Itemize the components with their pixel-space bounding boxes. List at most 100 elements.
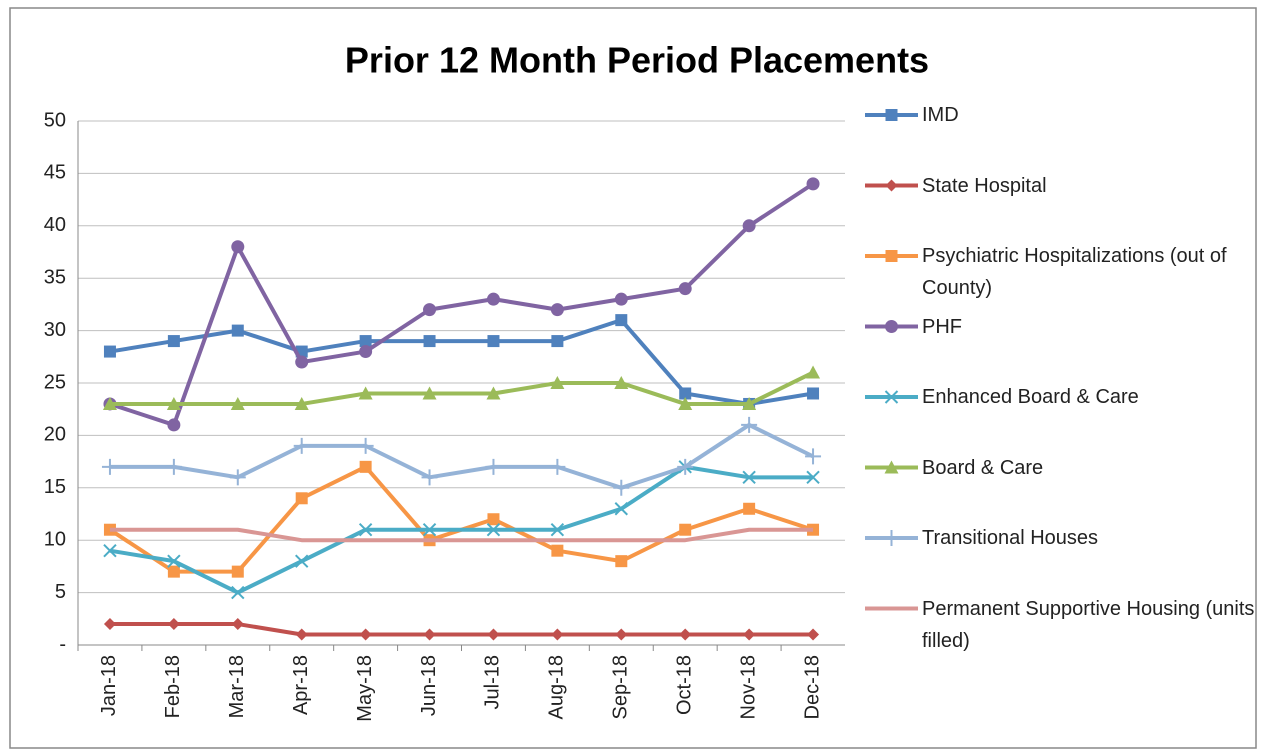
x-tick-label: Jul-18 [482,655,504,709]
data-point [231,565,244,578]
data-point [359,628,372,641]
data-point [487,628,500,641]
data-point [807,387,820,400]
data-point [165,458,182,475]
data-point [741,416,758,433]
data-point [359,345,373,359]
data-point [550,376,565,389]
series-line [109,622,814,637]
data-point [615,555,628,568]
data-point [423,628,436,641]
data-point [166,396,181,410]
data-point [614,502,628,516]
data-point [167,335,180,348]
data-point [422,523,437,537]
data-point [742,470,756,485]
data-point [550,303,564,317]
data-point [679,628,692,641]
data-point [101,458,118,475]
data-point [615,628,628,641]
data-point [167,618,180,631]
data-point [615,314,628,327]
data-point [295,554,309,568]
data-point [551,335,564,348]
data-point [359,460,372,473]
series-line [109,464,814,595]
x-tick-label: Feb-18 [162,655,184,718]
series-line [109,182,815,427]
legend-marker [885,320,898,333]
data-point [551,544,564,557]
y-tick-label: - [59,633,66,655]
legend-label: Enhanced Board & Care [922,386,1139,408]
data-point [358,386,373,400]
data-point [613,479,630,496]
data-point [743,628,756,641]
series-line [109,370,814,406]
x-tick-label: Mar-18 [226,655,248,718]
x-tick-label: Jun-18 [418,655,440,716]
data-point [167,554,181,568]
data-point [230,396,245,410]
data-point [486,292,500,306]
data-point [806,177,820,191]
data-point [103,618,116,631]
data-point [293,437,310,454]
data-point [678,282,692,296]
legend-label: Permanent Supportive Housing (units fill… [922,597,1255,652]
data-point [294,396,309,410]
series-line [109,422,814,490]
data-point [742,396,757,410]
x-tick-label: Oct-18 [673,655,695,715]
data-point [743,502,756,515]
y-tick-label: 5 [55,581,66,603]
data-point [486,386,501,400]
data-point [167,565,180,578]
data-point [421,469,438,486]
legend-label: Transitional Houses [922,527,1099,549]
y-tick-label: 10 [44,528,66,550]
y-tick-label: 50 [44,109,66,131]
data-point [231,324,244,337]
data-point [358,523,373,537]
y-tick-label: 25 [44,371,66,393]
data-point [486,523,501,537]
x-tick-label: Jan-18 [98,655,120,716]
data-point [231,585,245,600]
x-tick-label: Aug-18 [546,655,568,720]
legend-label: Psychiatric Hospitalizations (out of Cou… [922,245,1227,299]
data-point [295,492,308,505]
legend-marker [885,109,898,121]
y-tick-label: 35 [44,266,66,288]
x-tick-label: Sep-18 [610,655,632,720]
data-point [103,543,117,558]
x-tick-label: May-18 [354,655,376,722]
legend-label: IMD [922,104,959,126]
data-point [742,219,756,233]
legend-label: PHF [922,315,962,338]
y-tick-label: 20 [44,424,66,446]
data-point [614,292,628,306]
legend-label: Board & Care [922,456,1044,479]
series-line [109,318,814,406]
data-point [805,448,822,465]
data-point [806,365,821,379]
data-point [422,386,437,400]
y-tick-label: 45 [44,162,66,184]
legend-label: State Hospital [922,174,1047,197]
legend-marker [885,179,898,192]
legend-marker [884,460,899,474]
y-tick-label: 40 [44,214,66,236]
legend-marker [883,530,900,546]
y-tick-label: 30 [44,319,66,341]
data-point [423,303,437,317]
data-point [614,376,629,389]
data-point [807,628,820,641]
data-point [679,387,692,400]
data-point [487,335,500,348]
data-point [167,418,181,432]
data-point [103,345,116,358]
data-point [550,523,565,537]
data-point [229,469,246,486]
